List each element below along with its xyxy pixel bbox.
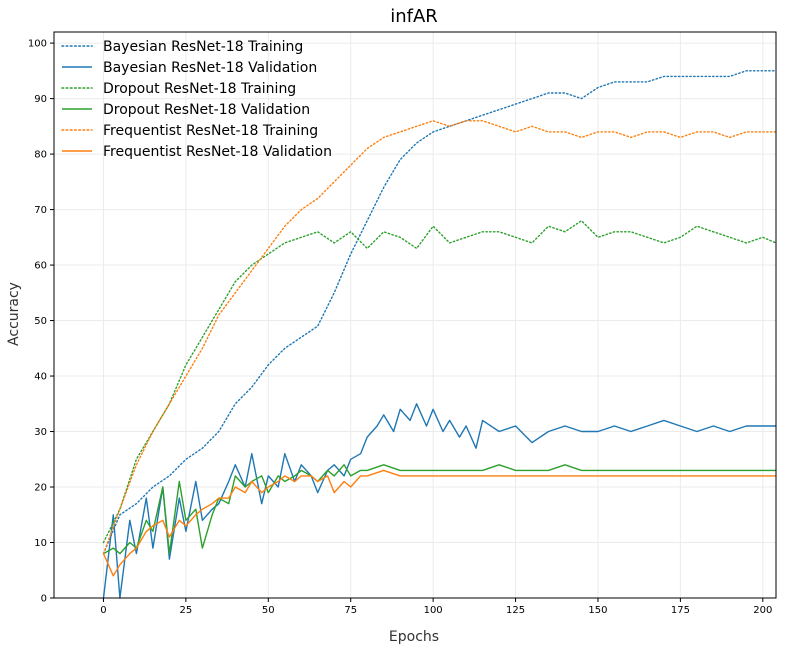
y-tick-label: 60 <box>34 261 47 272</box>
x-tick-label: 100 <box>424 605 443 616</box>
series-line-dropout-resnet-18-training <box>102 219 777 544</box>
x-tick-label: 150 <box>588 605 607 616</box>
x-tick-label: 175 <box>671 605 690 616</box>
x-tick-label: 125 <box>506 605 525 616</box>
series-line-bayesian-resnet-18-training <box>102 70 777 555</box>
y-tick-label: 50 <box>34 316 47 327</box>
y-tick-label: 80 <box>34 150 47 161</box>
y-tick-label: 0 <box>41 594 47 605</box>
y-tick-label: 10 <box>34 538 47 549</box>
legend-entry: Dropout ResNet-18 Training <box>103 81 296 97</box>
series-lines <box>102 70 777 599</box>
grid <box>54 32 776 599</box>
plot-frame <box>53 31 777 599</box>
x-tick-label: 0 <box>100 605 106 616</box>
y-axis-label: Accuracy <box>6 282 22 346</box>
legend-entry: Bayesian ResNet-18 Training <box>103 39 303 55</box>
legend-entry: Frequentist ResNet-18 Validation <box>103 144 332 160</box>
legend-entry: Frequentist ResNet-18 Training <box>103 123 318 139</box>
x-axis-label: Epochs <box>389 629 439 645</box>
legend: Bayesian ResNet-18 Training Bayesian ResN… <box>61 39 332 160</box>
x-tick-label: 25 <box>180 605 193 616</box>
y-tick-label: 20 <box>34 483 47 494</box>
y-tick-label: 70 <box>34 205 47 216</box>
y-tick-label: 100 <box>28 39 47 50</box>
legend-entry: Dropout ResNet-18 Validation <box>103 102 310 118</box>
series-line-frequentist-resnet-18-validation <box>102 469 776 577</box>
y-tick-label: 90 <box>34 94 47 105</box>
series-line-frequentist-resnet-18-training <box>102 120 777 555</box>
x-tick-label: 50 <box>262 605 275 616</box>
y-tick-label: 30 <box>34 427 47 438</box>
x-tick-label: 200 <box>753 605 772 616</box>
legend-entry: Bayesian ResNet-18 Validation <box>103 60 317 76</box>
series-line-bayesian-resnet-18-validation <box>102 403 776 599</box>
axis-ticks: 0 25 50 75 100 125 150 175 200 0 10 20 30 40 50 60 70 80 9… <box>28 39 772 616</box>
chart-title: infAR <box>390 6 438 27</box>
series-line-dropout-resnet-18-validation <box>103 464 776 555</box>
x-tick-label: 75 <box>344 605 357 616</box>
y-tick-label: 40 <box>34 372 47 383</box>
